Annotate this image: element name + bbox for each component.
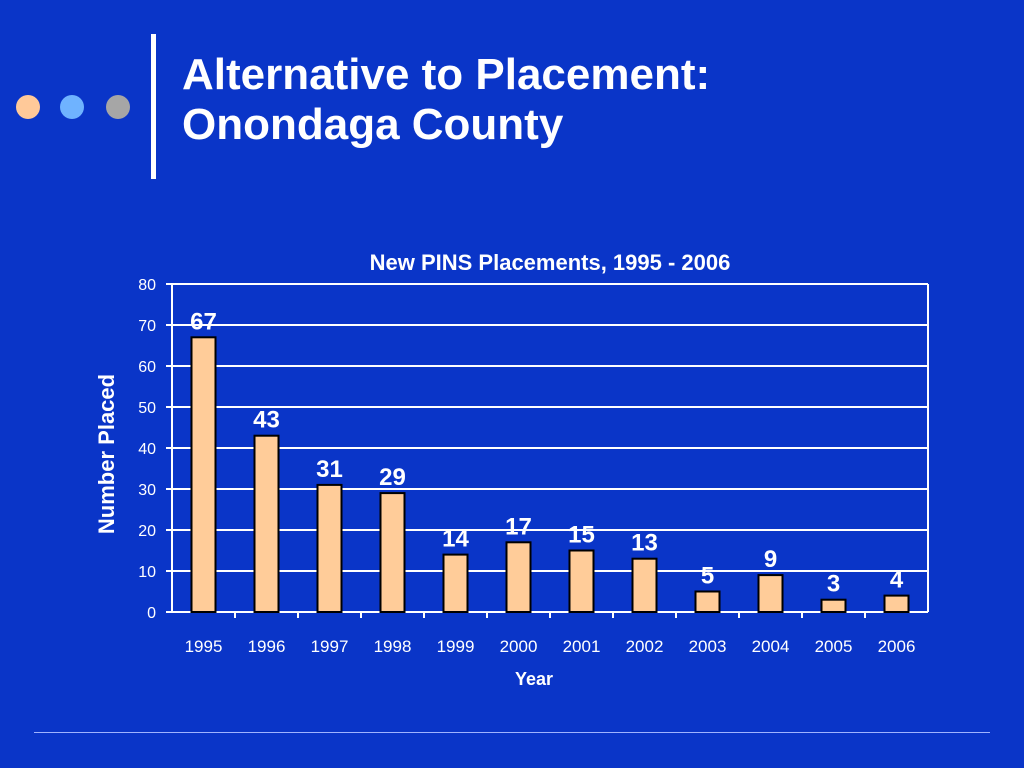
bar [190,336,217,613]
data-label: 3 [827,571,840,598]
x-tick-label: 1998 [374,637,412,656]
title-divider [151,34,156,179]
bar [316,483,343,613]
bar [883,594,910,613]
data-label: 5 [701,563,714,590]
dot-orange-icon [16,95,40,119]
slide-title-line2: Onondaga County [182,100,564,149]
decorative-dots [16,95,136,119]
y-tick-label: 70 [138,318,156,335]
bar [379,492,406,614]
data-label: 67 [190,308,217,335]
bar [568,549,595,613]
x-tick-label: 1999 [437,637,475,656]
x-tick-label: 2001 [563,637,601,656]
data-label: 29 [379,464,406,491]
bar [631,557,658,614]
y-tick-label: 20 [138,523,156,540]
bar [253,434,280,614]
x-tick-label: 1996 [248,637,286,656]
y-tick-label: 60 [138,359,156,376]
data-label: 9 [764,546,777,573]
data-label: 14 [442,526,469,553]
bar [694,590,721,613]
x-tick-label: 2005 [815,637,853,656]
slide-title-line1: Alternative to Placement: [182,50,711,99]
y-tick-label: 10 [138,564,156,581]
chart-title: New PINS Placements, 1995 - 2006 [370,250,731,275]
dot-gray-icon [106,95,130,119]
bar [442,553,469,613]
plot-area: 0102030405060708067199543199631199729199… [138,277,929,656]
bar [505,541,532,613]
data-label: 15 [568,522,595,549]
x-tick-label: 2004 [752,637,790,656]
x-tick-label: 2003 [689,637,727,656]
y-tick-label: 40 [138,441,156,458]
data-label: 4 [890,567,904,594]
bar [820,598,847,614]
x-axis-label: Year [515,669,553,689]
x-tick-label: 2002 [626,637,664,656]
y-tick-label: 80 [138,277,156,294]
x-tick-label: 2000 [500,637,538,656]
data-label: 43 [253,407,280,434]
slide-title: Alternative to Placement: Onondaga Count… [182,50,710,150]
dot-blue-icon [60,95,84,119]
bar [757,574,784,613]
y-tick-label: 50 [138,400,156,417]
y-axis-label: Number Placed [94,374,119,534]
y-tick-label: 0 [147,605,156,622]
data-label: 17 [505,513,532,540]
data-label: 13 [631,530,658,557]
footer-divider [34,732,990,733]
x-tick-label: 2006 [878,637,916,656]
y-tick-label: 30 [138,482,156,499]
data-label: 31 [316,456,343,483]
x-tick-label: 1997 [311,637,349,656]
x-tick-label: 1995 [185,637,223,656]
